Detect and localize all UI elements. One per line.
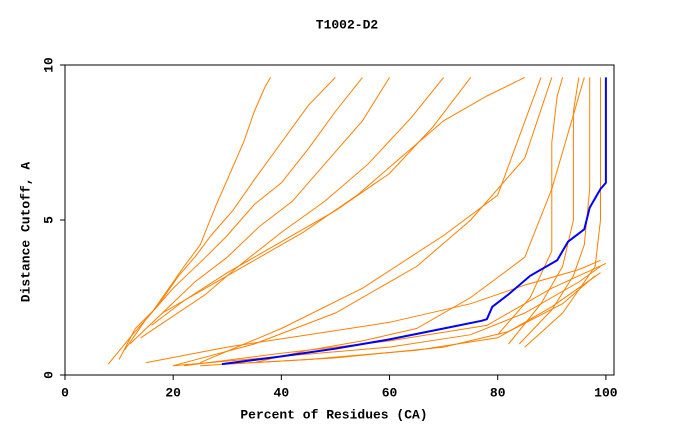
series-line — [140, 77, 444, 339]
series-line — [254, 77, 585, 364]
y-tick-label: 0 — [41, 371, 56, 379]
series-line — [518, 77, 591, 345]
x-tick-label: 20 — [165, 385, 181, 400]
x-tick-label: 80 — [490, 385, 506, 400]
series-line — [497, 77, 564, 336]
series-line — [183, 262, 607, 367]
y-axis-label: Distance Cutoff, A — [18, 162, 33, 303]
series-line — [129, 77, 390, 345]
series-line — [173, 77, 553, 367]
x-tick-label: 40 — [274, 385, 290, 400]
x-tick-label: 100 — [594, 385, 618, 400]
x-tick-label: 0 — [61, 385, 69, 400]
series-line — [227, 275, 596, 365]
series-line — [118, 77, 336, 360]
series-line — [107, 77, 271, 365]
series-line — [124, 77, 363, 351]
x-axis-label: Percent of Residues (CA) — [240, 407, 427, 422]
y-tick-label: 10 — [41, 57, 56, 73]
series-line — [151, 77, 472, 326]
chart-title: T1002-D2 — [316, 17, 379, 32]
series-line — [146, 259, 601, 364]
series-line — [524, 77, 601, 348]
series-line — [162, 76, 526, 314]
y-tick-label: 5 — [41, 216, 56, 224]
series-line — [221, 77, 607, 366]
x-tick-label: 60 — [382, 385, 398, 400]
plot-frame — [64, 64, 615, 376]
series-line — [200, 77, 542, 364]
